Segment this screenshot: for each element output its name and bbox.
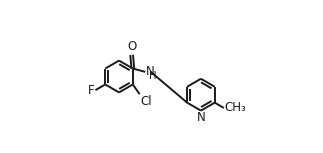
- Text: O: O: [127, 40, 136, 53]
- Text: N: N: [146, 65, 155, 78]
- Text: N: N: [197, 111, 206, 124]
- Text: H: H: [149, 71, 157, 81]
- Text: F: F: [88, 84, 95, 97]
- Text: CH₃: CH₃: [225, 101, 246, 114]
- Text: Cl: Cl: [140, 95, 152, 108]
